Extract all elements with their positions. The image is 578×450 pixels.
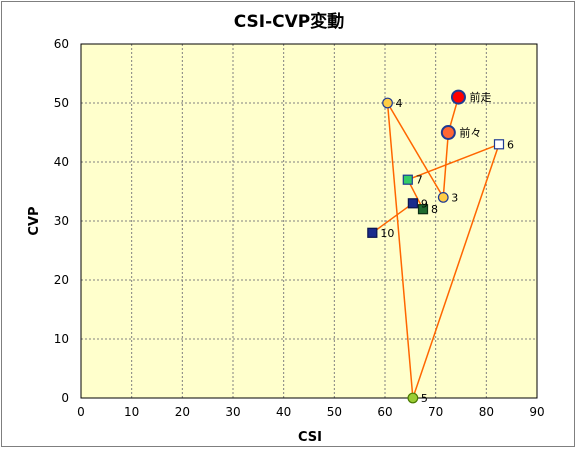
path-segment [371, 202, 414, 234]
data-point [382, 97, 393, 109]
point-label: 前々 [459, 126, 481, 140]
x-tick-label: 70 [428, 405, 443, 419]
data-point [407, 392, 419, 404]
gridlines [81, 44, 537, 398]
chart-title: CSI-CVP変動 [234, 11, 345, 32]
point-label: 4 [396, 97, 403, 110]
point-label: 9 [421, 197, 428, 210]
x-axis-label: CSI [298, 430, 322, 445]
y-tick-label: 10 [54, 332, 69, 346]
x-tick-label: 40 [276, 405, 291, 419]
point-label: 5 [421, 392, 428, 405]
path-segment [407, 143, 500, 181]
y-tick-label: 40 [54, 155, 69, 169]
x-tick-label: 0 [77, 405, 85, 419]
data-point [493, 139, 505, 150]
point-label: 10 [380, 227, 394, 240]
x-tick-label: 60 [377, 405, 392, 419]
y-tick-label: 60 [54, 37, 69, 51]
data-point [450, 89, 466, 105]
y-tick-label: 20 [54, 273, 69, 287]
x-tick-label: 90 [529, 405, 544, 419]
data-point [437, 191, 449, 203]
path-segment [412, 144, 500, 399]
data-point [402, 174, 413, 185]
point-label: 6 [507, 138, 514, 151]
y-tick-label: 50 [54, 96, 69, 110]
x-tick-label: 10 [124, 405, 139, 419]
x-tick-label: 50 [327, 405, 342, 419]
y-tick-labels: 0 10 20 30 40 50 60 [54, 37, 69, 405]
y-axis-label: CVP [27, 206, 42, 235]
x-tick-label: 30 [225, 405, 240, 419]
point-label: 3 [451, 191, 458, 204]
data-points [367, 89, 505, 404]
x-tick-label: 20 [175, 405, 190, 419]
point-label: 前走 [469, 90, 491, 104]
data-point [417, 204, 429, 215]
point-label: 7 [416, 174, 423, 187]
data-point [440, 125, 456, 140]
plot-border [80, 43, 538, 399]
point-label: 8 [431, 203, 438, 216]
data-point [407, 198, 418, 209]
y-tick-label: 0 [61, 391, 69, 405]
x-tick-labels: 0 10 20 30 40 50 60 70 80 90 [77, 405, 544, 419]
y-tick-label: 30 [54, 214, 69, 228]
x-tick-label: 80 [479, 405, 494, 419]
path-segment [386, 102, 414, 399]
path-segment [386, 102, 444, 198]
trend-path [371, 96, 500, 399]
data-point [367, 227, 378, 238]
